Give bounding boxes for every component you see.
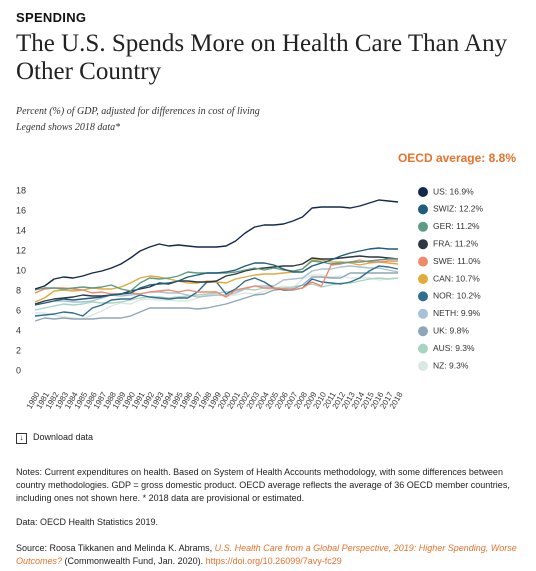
legend-swatch <box>418 326 428 337</box>
kicker: SPENDING <box>16 10 87 25</box>
data-source: Data: OECD Health Statistics 2019. <box>16 517 159 527</box>
download-label: Download data <box>33 432 94 442</box>
legend-swatch <box>418 204 428 215</box>
download-icon: ↓ <box>16 433 27 444</box>
y-tick-label: 8 <box>16 285 21 295</box>
legend-swatch <box>418 221 428 232</box>
subtitle: Legend shows 2018 data* <box>16 122 121 133</box>
source-link[interactable]: U.S. Health Care from a Global Perspecti… <box>16 543 517 566</box>
chart: 0246810121416181980198119821983198419851… <box>16 185 484 410</box>
legend-swatch <box>418 239 428 250</box>
legend-label: SWE: 11.0% <box>433 256 481 266</box>
notes: Notes: Current expenditures on health. B… <box>16 467 510 503</box>
y-tick-label: 16 <box>16 205 26 215</box>
source-url[interactable]: https://doi.org/10.26099/7avy-fc29 <box>205 556 342 566</box>
y-tick-label: 2 <box>16 345 21 355</box>
y-tick-label: 6 <box>16 305 21 315</box>
legend-label: SWIZ: 12.2% <box>433 204 484 214</box>
download-button[interactable]: ↓ Download data <box>16 432 93 444</box>
subtitle: Percent (%) of GDP, adjusted for differe… <box>16 106 260 117</box>
legend-label: US: 16.9% <box>433 186 474 196</box>
legend-swatch <box>418 308 428 319</box>
series-line <box>34 259 398 298</box>
legend-label: AUS: 9.3% <box>433 343 475 353</box>
legend-label: CAN: 10.7% <box>433 273 480 283</box>
legend-label: NOR: 10.2% <box>433 291 481 301</box>
y-tick-label: 12 <box>16 245 26 255</box>
y-tick-label: 10 <box>16 265 26 275</box>
series-line <box>34 199 399 290</box>
legend-label: NZ: 9.3% <box>433 360 469 370</box>
legend-label: GER: 11.2% <box>433 221 480 231</box>
series-line <box>34 265 399 306</box>
y-tick-label: 14 <box>16 225 26 235</box>
legend-swatch <box>418 256 428 267</box>
legend-swatch <box>418 187 428 197</box>
legend-label: NETH: 9.9% <box>433 308 481 318</box>
legend-swatch <box>418 343 428 354</box>
y-tick-label: 18 <box>16 185 26 195</box>
series-line <box>34 272 398 322</box>
source: Source: Roosa Tikkanen and Melinda K. Ab… <box>16 542 521 568</box>
legend-label: UK: 9.8% <box>433 325 469 335</box>
series-line <box>34 247 398 306</box>
title: The U.S. Spends More on Health Care Than… <box>16 30 508 85</box>
y-tick-label: 4 <box>16 325 21 335</box>
legend-swatch <box>418 274 428 284</box>
source-publisher: (Commonwealth Fund, Jan. 2020). <box>64 556 204 566</box>
source-text: Source: Roosa Tikkanen and Melinda K. Ab… <box>16 543 213 553</box>
legend-label: FRA: 11.2% <box>433 238 479 248</box>
legend-swatch <box>418 361 428 371</box>
series-line <box>34 255 399 305</box>
y-tick-label: 0 <box>16 365 21 375</box>
annotation: OECD average: 8.8% <box>397 151 516 165</box>
legend-swatch <box>418 291 428 302</box>
